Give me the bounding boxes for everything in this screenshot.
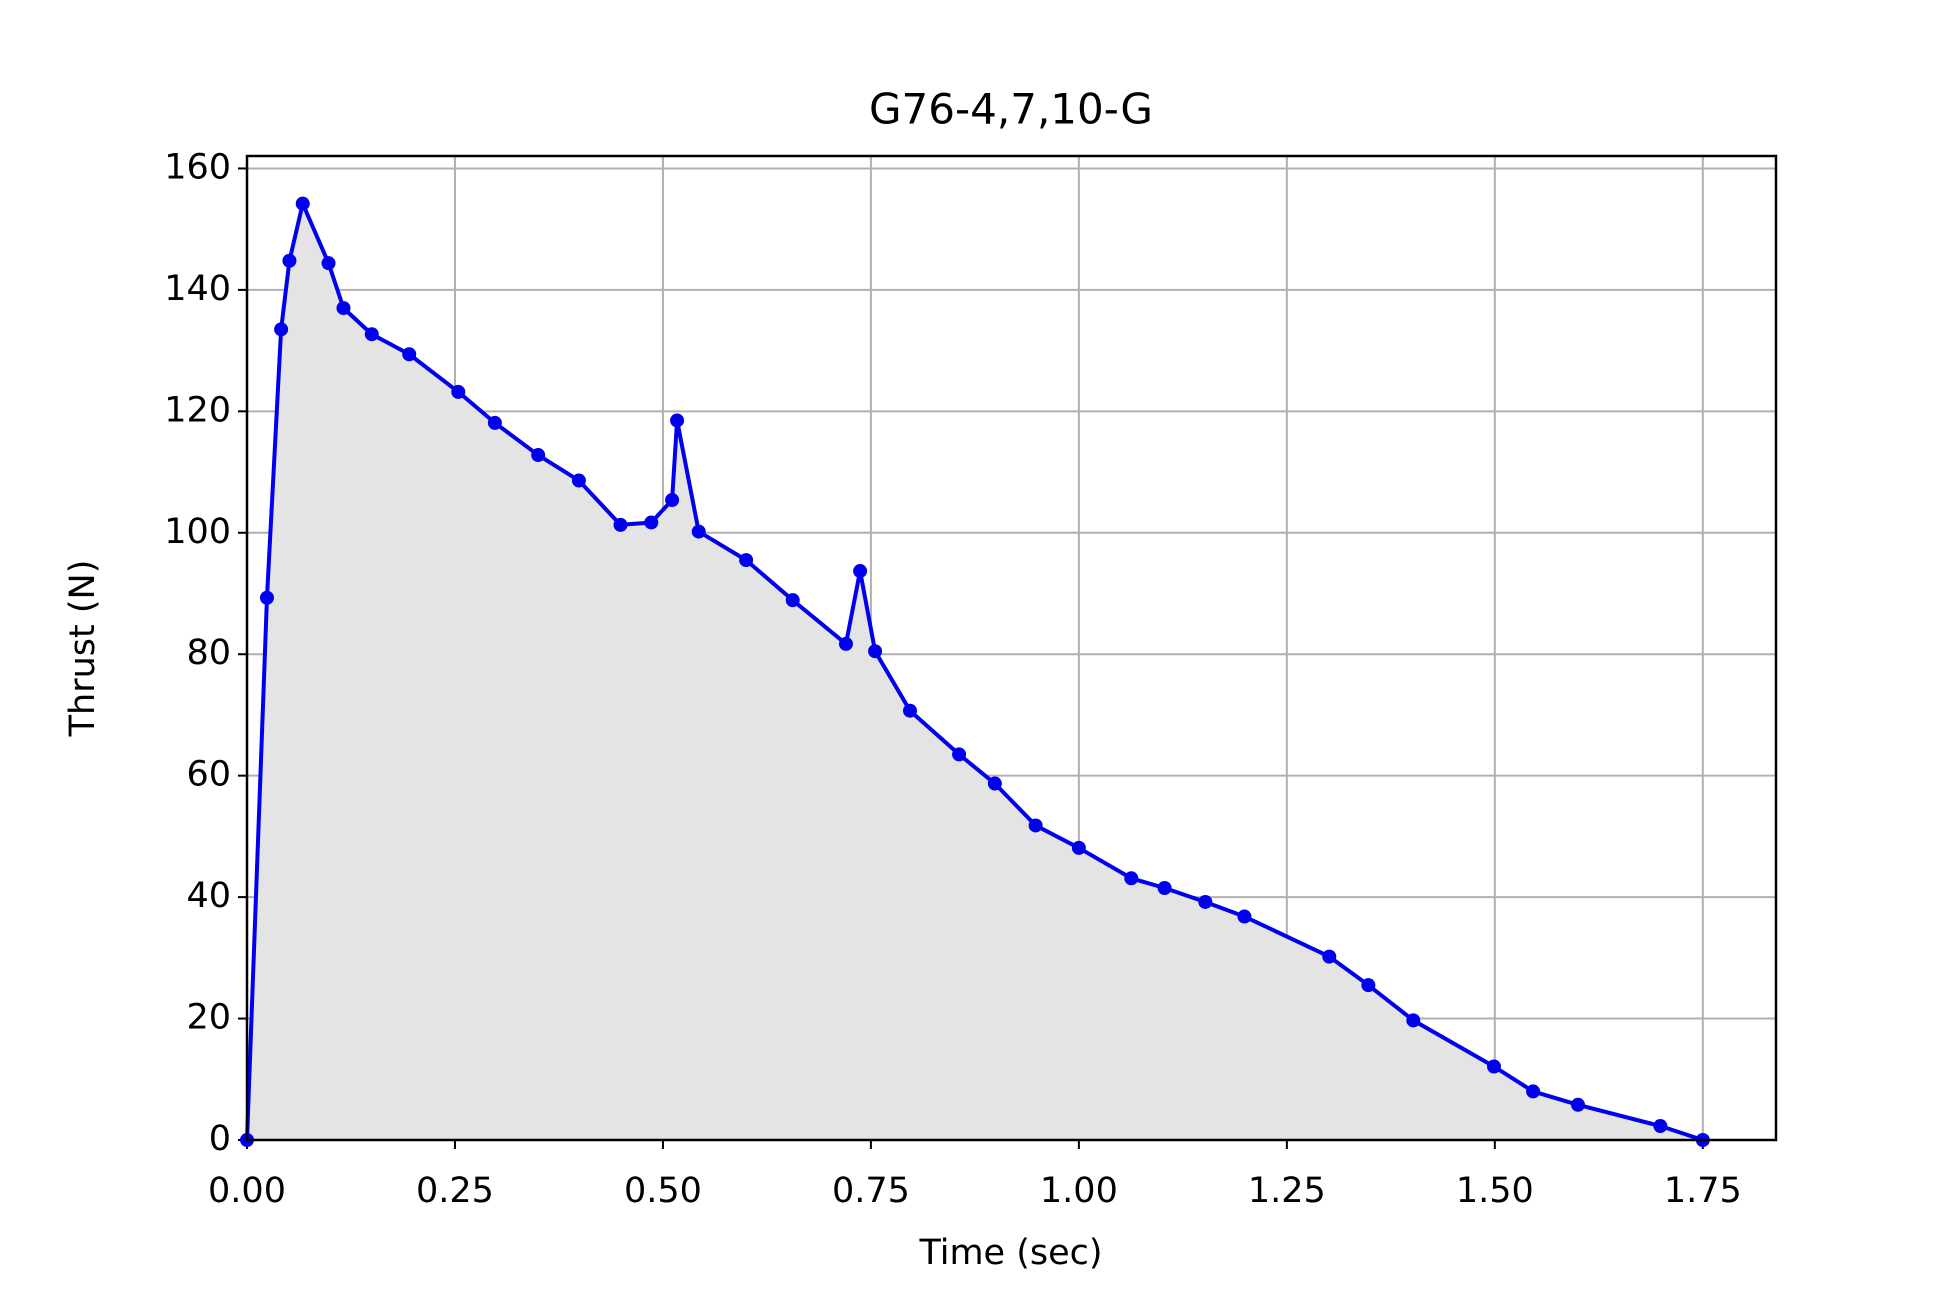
y-axis-label: Thrust (N): [63, 560, 103, 738]
point: [785, 593, 800, 608]
point: [1124, 871, 1139, 886]
x-axis-label: Time (sec): [918, 1233, 1102, 1273]
point: [1571, 1097, 1586, 1112]
y-tick-label: 120: [164, 390, 231, 430]
point: [868, 644, 883, 659]
x-tick-label: 0.75: [832, 1171, 910, 1211]
point: [1157, 881, 1172, 896]
plot-area: 0.00 0.25 0.50 0.75 1.00 1.25 1.50 1.75 0 20 40 60 8…: [164, 147, 1778, 1211]
point: [1653, 1119, 1668, 1134]
point: [259, 590, 274, 605]
chart-title: G76-4,7,10-G: [869, 85, 1153, 134]
line: [245, 201, 1704, 1142]
area: [247, 203, 1703, 1141]
point: [1486, 1059, 1501, 1074]
point: [665, 492, 680, 507]
point: [531, 448, 546, 463]
point: [1322, 949, 1337, 964]
x-tick-label: 0.50: [624, 1171, 702, 1211]
point: [613, 517, 628, 532]
point: [1526, 1084, 1541, 1099]
point: [571, 473, 586, 488]
x-tick-label: 1.25: [1248, 1171, 1326, 1211]
axes-frame: [245, 154, 1778, 1142]
point: [1198, 894, 1213, 909]
point: [282, 253, 297, 268]
y-tick-label: 160: [164, 147, 231, 187]
x-tick-label: 1.00: [1040, 1171, 1118, 1211]
point: [274, 322, 289, 337]
point: [691, 524, 706, 539]
point: [903, 703, 918, 718]
y-tick-label: 80: [186, 633, 231, 673]
point: [739, 553, 754, 568]
point: [644, 515, 659, 530]
point: [487, 415, 502, 430]
point: [1406, 1013, 1421, 1028]
y-tick-label: 0: [209, 1119, 231, 1159]
point: [1071, 840, 1086, 855]
point: [952, 747, 967, 762]
x-tick-label: 0.25: [416, 1171, 494, 1211]
point: [295, 196, 310, 211]
point: [364, 327, 379, 342]
point: [670, 413, 685, 428]
x-tick-label: 0.00: [208, 1171, 286, 1211]
point: [1237, 909, 1252, 924]
y-tick-label: 60: [186, 755, 231, 795]
point: [838, 636, 853, 651]
point: [321, 256, 336, 271]
point: [402, 347, 417, 362]
y-tick-label: 40: [186, 876, 231, 916]
y-tick-label: 100: [164, 512, 231, 552]
y-tick-label: 140: [164, 269, 231, 309]
point: [451, 384, 466, 399]
point: [1361, 978, 1376, 993]
y-tick-label: 20: [186, 998, 231, 1038]
point: [1028, 818, 1043, 833]
point: [336, 301, 351, 316]
point: [987, 776, 1002, 791]
x-tick-label: 1.75: [1664, 1171, 1742, 1211]
x-tick-label: 1.50: [1456, 1171, 1534, 1211]
point: [853, 564, 868, 579]
